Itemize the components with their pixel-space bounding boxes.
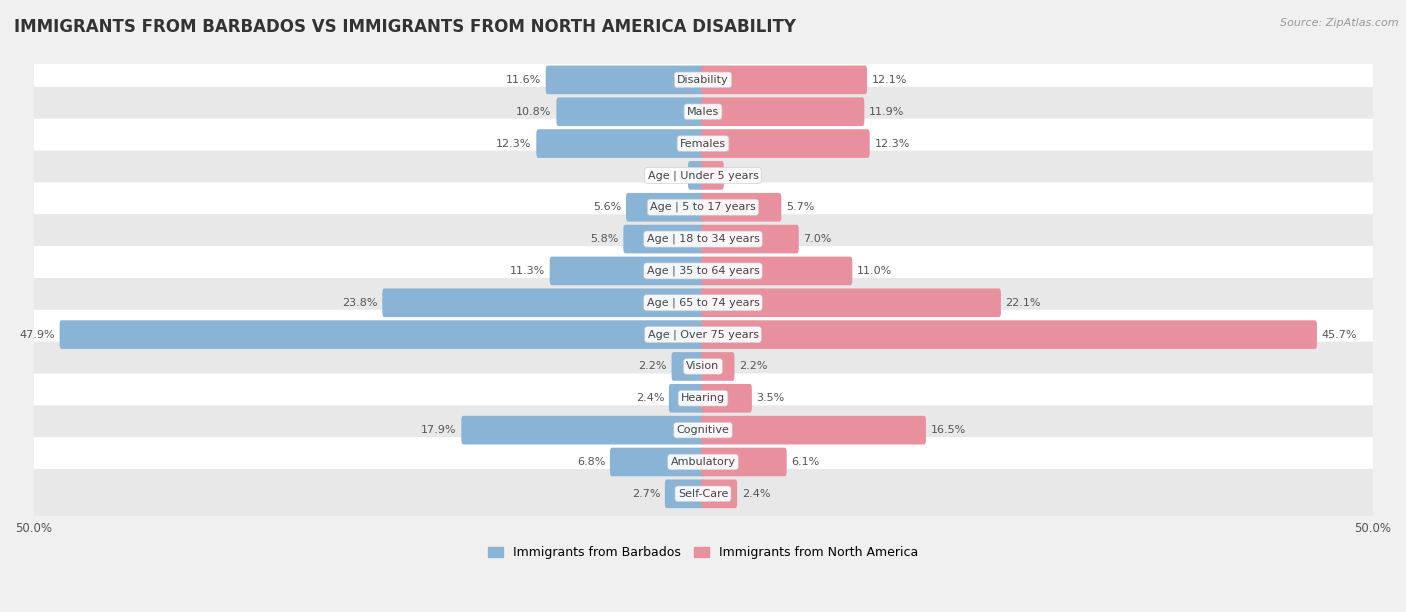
Text: 10.8%: 10.8% [516, 106, 551, 117]
FancyBboxPatch shape [702, 193, 782, 222]
Text: Cognitive: Cognitive [676, 425, 730, 435]
Text: 17.9%: 17.9% [422, 425, 457, 435]
FancyBboxPatch shape [30, 469, 1376, 520]
Text: 2.2%: 2.2% [638, 362, 666, 371]
Text: 3.5%: 3.5% [756, 394, 785, 403]
Text: Disability: Disability [678, 75, 728, 85]
Text: 6.1%: 6.1% [792, 457, 820, 467]
Text: 7.0%: 7.0% [803, 234, 832, 244]
Text: 16.5%: 16.5% [931, 425, 966, 435]
FancyBboxPatch shape [30, 151, 1376, 201]
Text: 6.8%: 6.8% [576, 457, 605, 467]
FancyBboxPatch shape [702, 225, 799, 253]
Text: Vision: Vision [686, 362, 720, 371]
FancyBboxPatch shape [623, 225, 704, 253]
Text: 11.9%: 11.9% [869, 106, 904, 117]
FancyBboxPatch shape [702, 97, 865, 126]
FancyBboxPatch shape [702, 384, 752, 412]
Text: Self-Care: Self-Care [678, 489, 728, 499]
FancyBboxPatch shape [30, 437, 1376, 487]
FancyBboxPatch shape [702, 256, 852, 285]
FancyBboxPatch shape [557, 97, 704, 126]
Text: 11.6%: 11.6% [506, 75, 541, 85]
Text: 2.7%: 2.7% [631, 489, 661, 499]
Text: 12.3%: 12.3% [875, 138, 910, 149]
Text: 2.4%: 2.4% [636, 394, 664, 403]
FancyBboxPatch shape [702, 320, 1317, 349]
FancyBboxPatch shape [30, 310, 1376, 360]
Text: 5.6%: 5.6% [593, 202, 621, 212]
Text: Males: Males [688, 106, 718, 117]
Text: Age | 65 to 74 years: Age | 65 to 74 years [647, 297, 759, 308]
Text: 47.9%: 47.9% [20, 330, 55, 340]
FancyBboxPatch shape [30, 373, 1376, 424]
FancyBboxPatch shape [702, 352, 734, 381]
FancyBboxPatch shape [59, 320, 704, 349]
FancyBboxPatch shape [610, 447, 704, 476]
Text: 12.3%: 12.3% [496, 138, 531, 149]
Text: Age | Under 5 years: Age | Under 5 years [648, 170, 758, 181]
FancyBboxPatch shape [626, 193, 704, 222]
FancyBboxPatch shape [702, 479, 737, 508]
Text: 5.7%: 5.7% [786, 202, 814, 212]
FancyBboxPatch shape [669, 384, 704, 412]
FancyBboxPatch shape [461, 416, 704, 444]
Text: Age | Over 75 years: Age | Over 75 years [648, 329, 758, 340]
Text: 11.3%: 11.3% [510, 266, 546, 276]
FancyBboxPatch shape [536, 129, 704, 158]
Text: 2.2%: 2.2% [740, 362, 768, 371]
Text: IMMIGRANTS FROM BARBADOS VS IMMIGRANTS FROM NORTH AMERICA DISABILITY: IMMIGRANTS FROM BARBADOS VS IMMIGRANTS F… [14, 18, 796, 36]
FancyBboxPatch shape [30, 55, 1376, 105]
Text: 2.4%: 2.4% [742, 489, 770, 499]
FancyBboxPatch shape [30, 405, 1376, 455]
FancyBboxPatch shape [665, 479, 704, 508]
FancyBboxPatch shape [550, 256, 704, 285]
FancyBboxPatch shape [672, 352, 704, 381]
FancyBboxPatch shape [30, 182, 1376, 233]
Text: 23.8%: 23.8% [342, 298, 378, 308]
Text: 1.4%: 1.4% [728, 170, 756, 181]
Text: Age | 18 to 34 years: Age | 18 to 34 years [647, 234, 759, 244]
Text: Ambulatory: Ambulatory [671, 457, 735, 467]
FancyBboxPatch shape [702, 288, 1001, 317]
FancyBboxPatch shape [30, 87, 1376, 137]
Text: Source: ZipAtlas.com: Source: ZipAtlas.com [1281, 18, 1399, 28]
FancyBboxPatch shape [30, 119, 1376, 169]
Text: 45.7%: 45.7% [1322, 330, 1357, 340]
FancyBboxPatch shape [30, 246, 1376, 296]
FancyBboxPatch shape [702, 65, 868, 94]
FancyBboxPatch shape [30, 341, 1376, 392]
Legend: Immigrants from Barbados, Immigrants from North America: Immigrants from Barbados, Immigrants fro… [484, 541, 922, 564]
FancyBboxPatch shape [546, 65, 704, 94]
Text: 22.1%: 22.1% [1005, 298, 1040, 308]
FancyBboxPatch shape [702, 161, 724, 190]
FancyBboxPatch shape [382, 288, 704, 317]
FancyBboxPatch shape [30, 278, 1376, 328]
Text: Females: Females [681, 138, 725, 149]
Text: Hearing: Hearing [681, 394, 725, 403]
Text: Age | 35 to 64 years: Age | 35 to 64 years [647, 266, 759, 276]
FancyBboxPatch shape [702, 447, 787, 476]
FancyBboxPatch shape [702, 416, 927, 444]
FancyBboxPatch shape [702, 129, 870, 158]
Text: 11.0%: 11.0% [858, 266, 893, 276]
Text: 0.97%: 0.97% [648, 170, 683, 181]
FancyBboxPatch shape [30, 214, 1376, 264]
FancyBboxPatch shape [688, 161, 704, 190]
Text: Age | 5 to 17 years: Age | 5 to 17 years [650, 202, 756, 212]
Text: 5.8%: 5.8% [591, 234, 619, 244]
Text: 12.1%: 12.1% [872, 75, 907, 85]
